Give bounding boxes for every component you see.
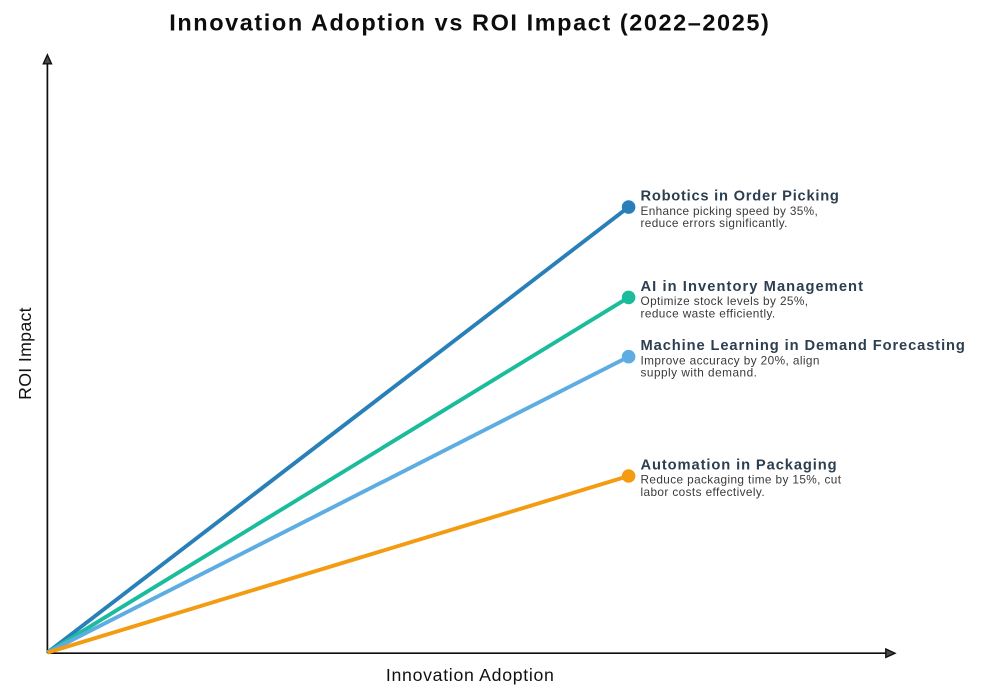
svg-text:Reduce packaging time by 15%,: Reduce packaging time by 15%, cut <box>641 473 842 487</box>
svg-text:Automation in Packaging: Automation in Packaging <box>641 458 837 474</box>
svg-text:Innovation Adoption vs ROI Imp: Innovation Adoption vs ROI Impact (2022–… <box>169 10 769 36</box>
svg-text:AI in Inventory Management: AI in Inventory Management <box>641 279 864 295</box>
svg-text:Machine Learning in Demand For: Machine Learning in Demand Forecasting <box>641 338 965 354</box>
svg-text:supply with demand.: supply with demand. <box>641 366 757 380</box>
svg-text:Robotics in Order Picking: Robotics in Order Picking <box>641 189 839 205</box>
svg-text:labor costs effectively.: labor costs effectively. <box>641 485 765 499</box>
svg-text:Improve accuracy by 20%, align: Improve accuracy by 20%, align <box>641 353 820 367</box>
svg-text:reduce waste efficiently.: reduce waste efficiently. <box>641 306 776 320</box>
svg-text:ROI Impact: ROI Impact <box>15 307 35 400</box>
svg-text:reduce errors significantly.: reduce errors significantly. <box>641 216 788 230</box>
svg-text:Innovation Adoption: Innovation Adoption <box>386 665 554 685</box>
svg-text:Optimize stock levels by 25%,: Optimize stock levels by 25%, <box>641 294 809 308</box>
svg-text:Enhance picking speed by 35%,: Enhance picking speed by 35%, <box>641 204 818 218</box>
